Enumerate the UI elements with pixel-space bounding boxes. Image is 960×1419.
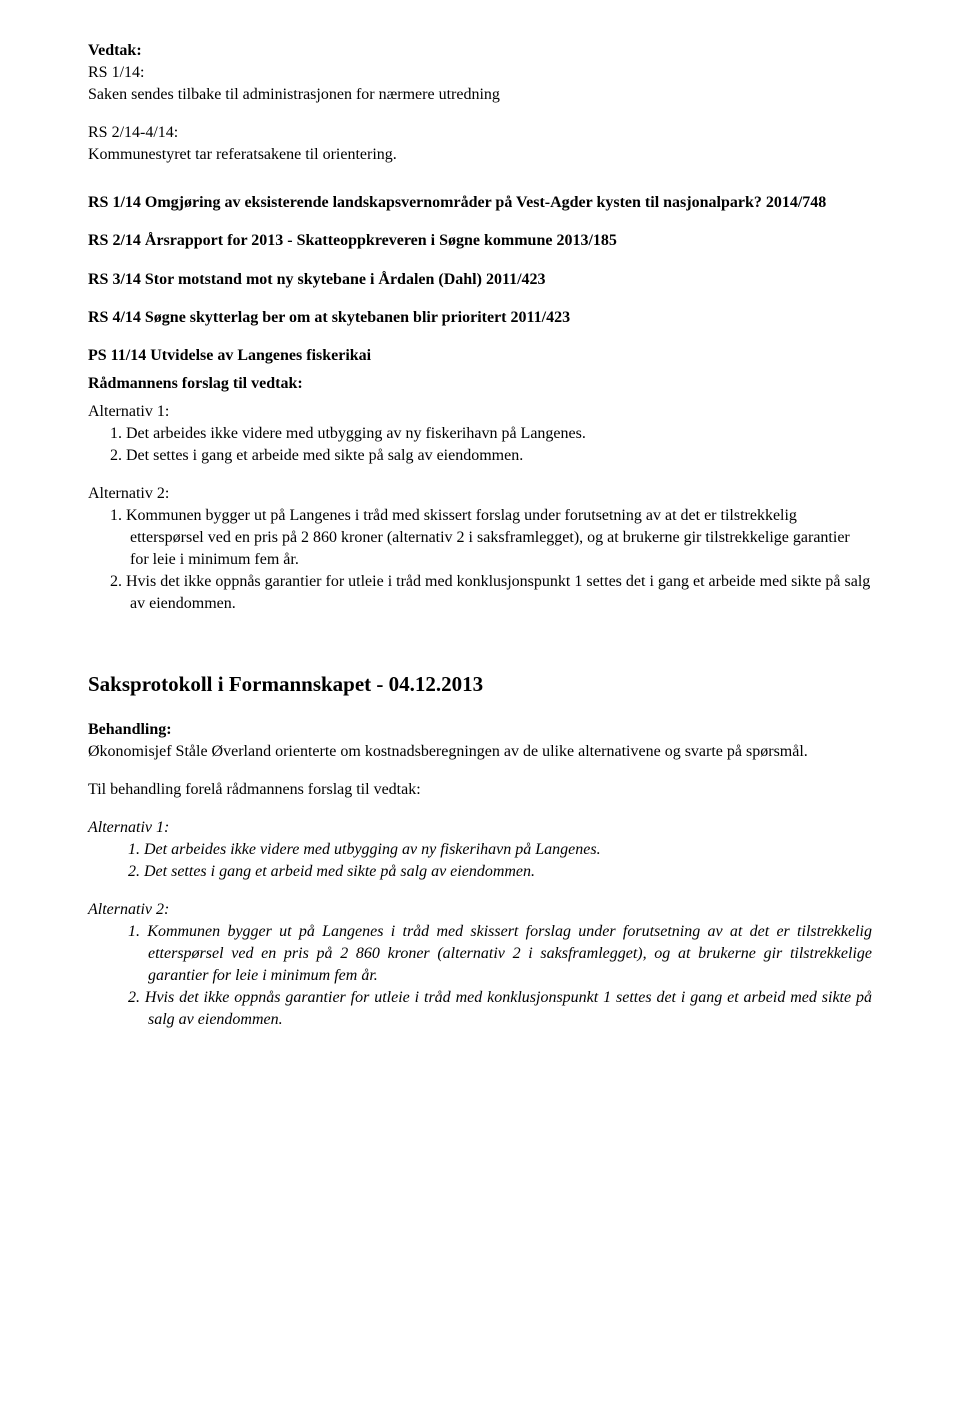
alt1-label: Alternativ 1:: [88, 401, 872, 423]
behandling-label: Behandling:: [88, 719, 872, 741]
list-item: 1. Kommunen bygger ut på Langenes i tråd…: [128, 921, 872, 987]
rs-1-14-line: RS 1/14 Omgjøring av eksisterende landsk…: [88, 192, 872, 214]
rs1-code: RS 1/14:: [88, 62, 872, 84]
sp-alt2-label: Alternativ 2:: [88, 899, 872, 921]
alt2-list: 1. Kommunen bygger ut på Langenes i tråd…: [110, 505, 872, 615]
alt1-list: 1. Det arbeides ikke videre med utbyggin…: [110, 423, 872, 467]
list-item: 2. Det settes i gang et arbeide med sikt…: [110, 445, 872, 467]
vedtak-label: Vedtak:: [88, 40, 872, 62]
document-page: Vedtak: RS 1/14: Saken sendes tilbake ti…: [0, 0, 960, 1419]
alt2-label: Alternativ 2:: [88, 483, 872, 505]
sp-alt1-list: 1. Det arbeides ikke videre med utbyggin…: [128, 839, 872, 883]
list-item: 1. Det arbeides ikke videre med utbyggin…: [128, 839, 872, 861]
rs1-text: Saken sendes tilbake til administrasjone…: [88, 84, 872, 106]
list-item: 1. Det arbeides ikke videre med utbyggin…: [110, 423, 872, 445]
list-item: 2. Hvis det ikke oppnås garantier for ut…: [128, 987, 872, 1031]
rs-2-14-line: RS 2/14 Årsrapport for 2013 - Skatteoppk…: [88, 230, 872, 252]
rs24-text: Kommunestyret tar referatsakene til orie…: [88, 144, 872, 166]
behandling-text: Økonomisjef Ståle Øverland orienterte om…: [88, 741, 872, 763]
ps-11-14-line: PS 11/14 Utvidelse av Langenes fiskerika…: [88, 345, 872, 367]
rs24-code: RS 2/14-4/14:: [88, 122, 872, 144]
list-item: 2. Det settes i gang et arbeid med sikte…: [128, 861, 872, 883]
list-item: 2. Hvis det ikke oppnås garantier for ut…: [110, 571, 872, 615]
rs-4-14-line: RS 4/14 Søgne skytterlag ber om at skyte…: [88, 307, 872, 329]
sp-alt2-list: 1. Kommunen bygger ut på Langenes i tråd…: [128, 921, 872, 1031]
list-item: 1. Kommunen bygger ut på Langenes i tråd…: [110, 505, 872, 571]
saksprotokoll-heading: Saksprotokoll i Formannskapet - 04.12.20…: [88, 670, 872, 699]
radmannen-heading: Rådmannens forslag til vedtak:: [88, 373, 872, 395]
rs-3-14-line: RS 3/14 Stor motstand mot ny skytebane i…: [88, 269, 872, 291]
sp-alt1-label: Alternativ 1:: [88, 817, 872, 839]
til-behandling-text: Til behandling forelå rådmannens forslag…: [88, 779, 872, 801]
